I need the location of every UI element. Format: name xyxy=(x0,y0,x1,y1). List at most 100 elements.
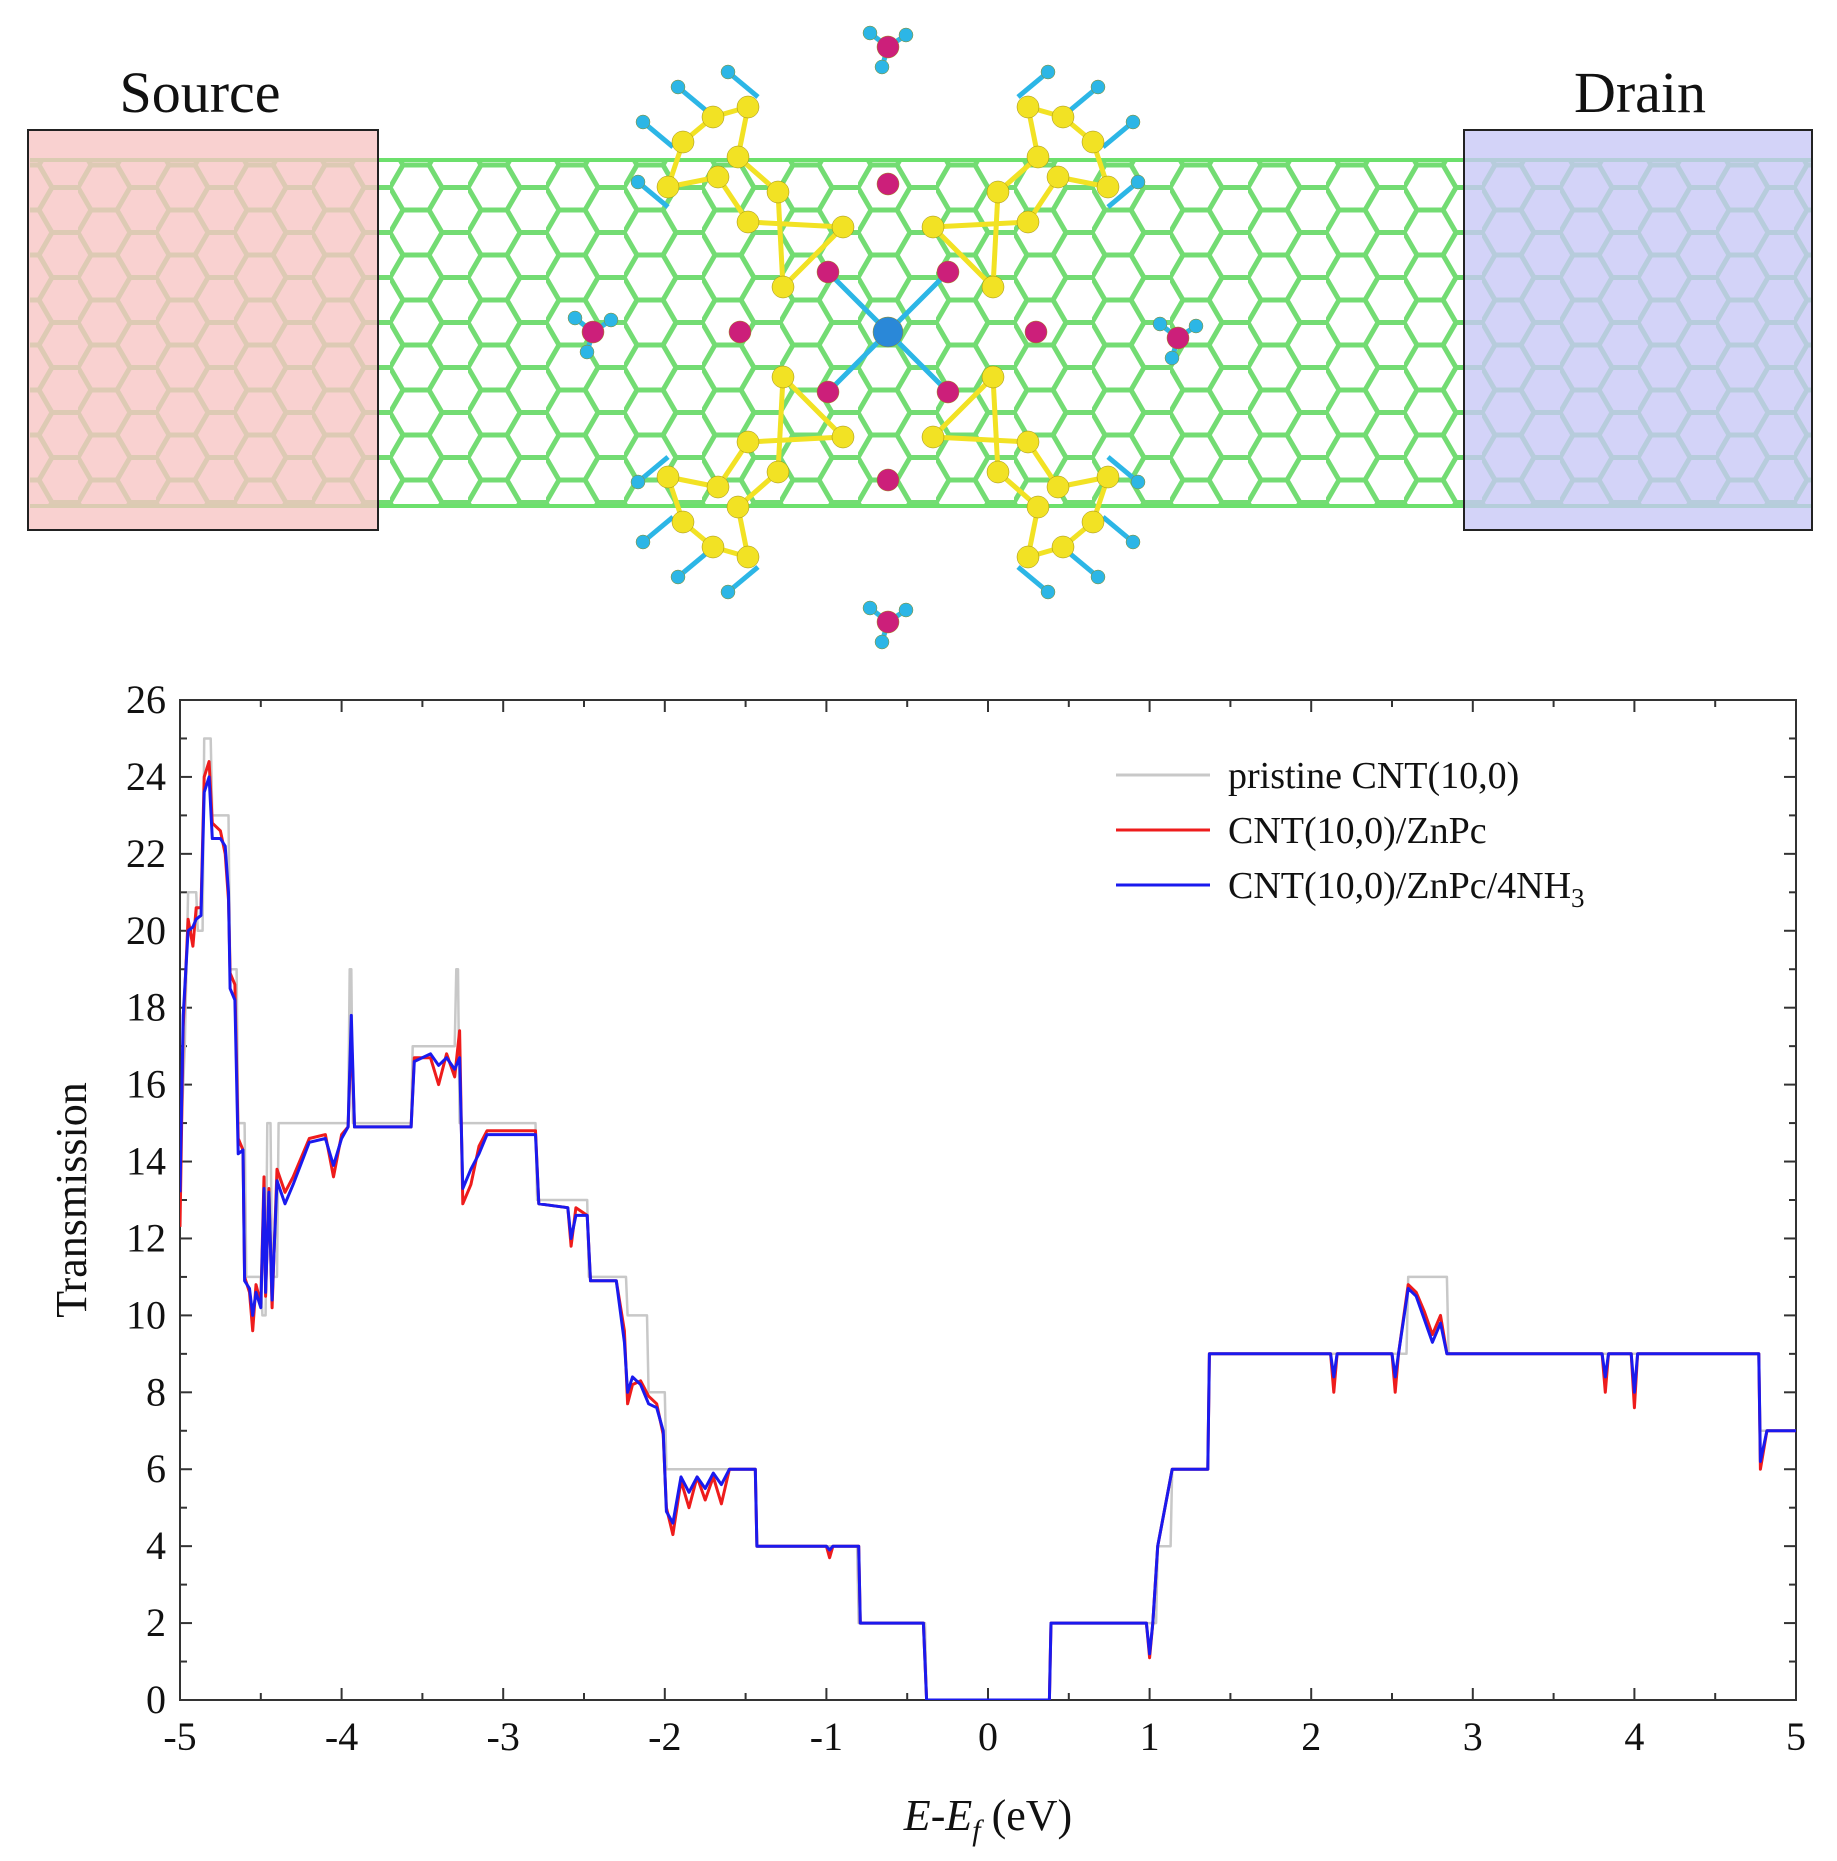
hydrogen-atom xyxy=(1130,174,1146,190)
pyrrole-nitrogen-atom xyxy=(816,380,840,404)
y-tick-label: 20 xyxy=(126,908,166,953)
bond xyxy=(932,434,1029,445)
y-tick-label: 8 xyxy=(146,1369,166,1414)
y-tick-label: 16 xyxy=(126,1062,166,1107)
zinc-atom xyxy=(872,316,904,348)
legend-label-pristine: pristine CNT(10,0) xyxy=(1228,755,1519,797)
transmission-chart: -5 -4 -3 -2 -1 0 1 2 3 4 502468101214161820222426 … xyxy=(47,677,1806,1847)
x-axis-title-e1: E xyxy=(903,1791,931,1840)
carbon-atom xyxy=(706,475,730,499)
bond xyxy=(932,219,1029,230)
hydrogen-atom xyxy=(720,64,736,80)
carbon-atom xyxy=(726,495,750,519)
carbon-atom xyxy=(766,180,790,204)
x-axis-title-dash: - xyxy=(931,1791,946,1840)
carbon-atom xyxy=(701,535,725,559)
znpc-nh3-molecule xyxy=(567,25,1204,650)
meso-nitrogen-atom xyxy=(728,320,752,344)
ammonia-hydrogen-atom xyxy=(603,312,619,328)
carbon-atom xyxy=(1051,535,1075,559)
carbon-atom xyxy=(1046,475,1070,499)
y-tick-label: 18 xyxy=(126,985,166,1030)
carbon-atom xyxy=(1096,175,1120,199)
x-axis-title: E-Ef (eV) xyxy=(903,1791,1072,1847)
carbon-atom xyxy=(986,460,1010,484)
carbon-atom xyxy=(656,175,680,199)
bond xyxy=(931,225,995,289)
hydrogen-atom xyxy=(1040,584,1056,600)
ammonia-hydrogen-atom xyxy=(567,310,583,326)
carbon-atom xyxy=(771,275,795,299)
carbon-atom xyxy=(1016,95,1040,119)
hydrogen-atom xyxy=(1130,474,1146,490)
hydrogen-atom xyxy=(670,569,686,585)
x-tick-label: 1 xyxy=(1140,1714,1160,1759)
bond xyxy=(747,219,844,230)
bond xyxy=(775,191,786,288)
x-tick-label: -2 xyxy=(648,1714,681,1759)
carbon-atom xyxy=(736,545,760,569)
bond xyxy=(781,225,845,289)
series-line-znpc-nh3 xyxy=(180,775,1796,1700)
y-tick-label: 12 xyxy=(126,1215,166,1260)
drain-electrode xyxy=(1463,129,1813,531)
carbon-atom xyxy=(1046,165,1070,189)
carbon-atom xyxy=(1081,130,1105,154)
y-tick-label: 14 xyxy=(126,1139,166,1184)
carbon-atom xyxy=(1026,145,1050,169)
hydrogen-atom xyxy=(1090,569,1106,585)
x-tick-label: -4 xyxy=(325,1714,358,1759)
ammonia-hydrogen-atom xyxy=(874,59,890,75)
carbon-atom xyxy=(1051,105,1075,129)
carbon-atom xyxy=(736,210,760,234)
ammonia-hydrogen-atom xyxy=(1188,318,1204,334)
x-axis-title-unit: (eV) xyxy=(981,1791,1073,1840)
carbon-atom xyxy=(831,215,855,239)
hydrogen-atom xyxy=(1125,114,1141,130)
carbon-atom xyxy=(1016,210,1040,234)
y-tick-label: 10 xyxy=(126,1292,166,1337)
ammonia-hydrogen-atom xyxy=(1152,316,1168,332)
drain-label: Drain xyxy=(1574,60,1706,125)
bond xyxy=(931,375,995,439)
x-tick-label: -1 xyxy=(810,1714,843,1759)
x-tick-label: 3 xyxy=(1463,1714,1483,1759)
y-axis-title: Transmission xyxy=(47,1082,96,1318)
x-tick-label: 2 xyxy=(1301,1714,1321,1759)
series-lines xyxy=(180,737,1796,1700)
pyrrole-nitrogen-atom xyxy=(816,260,840,284)
hydrogen-atom xyxy=(630,174,646,190)
y-tick-label: 22 xyxy=(126,831,166,876)
legend-label-znpc-nh3-main: CNT(10,0)/ZnPc/4NH xyxy=(1228,865,1571,907)
carbon-atom xyxy=(1081,510,1105,534)
y-tick-label: 6 xyxy=(146,1446,166,1491)
hydrogen-atom xyxy=(670,79,686,95)
legend-label-znpc-nh3-sub: 3 xyxy=(1571,883,1585,913)
device-schematic: Source Drain xyxy=(27,25,1813,650)
carbon-atom xyxy=(981,365,1005,389)
legend: pristine CNT(10,0) CNT(10,0)/ZnPc CNT(10… xyxy=(1116,755,1585,913)
carbon-atom xyxy=(1016,430,1040,454)
y-tick-label: 4 xyxy=(146,1523,166,1568)
hydrogen-atom xyxy=(720,584,736,600)
carbon-atom xyxy=(921,425,945,449)
carbon-atom xyxy=(921,215,945,239)
bond xyxy=(990,191,1001,288)
ammonia-nitrogen-atom xyxy=(876,35,900,59)
x-tick-label: -5 xyxy=(163,1714,196,1759)
carbon-atom xyxy=(986,180,1010,204)
hydrogen-atom xyxy=(1125,534,1141,550)
legend-label-znpc: CNT(10,0)/ZnPc xyxy=(1228,810,1487,852)
ammonia-hydrogen-atom xyxy=(898,27,914,43)
pyrrole-nitrogen-atom xyxy=(936,380,960,404)
ammonia-hydrogen-atom xyxy=(1164,350,1180,366)
bond xyxy=(990,376,1001,473)
hydrogen-atom xyxy=(630,474,646,490)
meso-nitrogen-atom xyxy=(876,468,900,492)
carbon-atom xyxy=(701,105,725,129)
y-tick-label: 26 xyxy=(126,677,166,722)
y-tick-label: 0 xyxy=(146,1677,166,1722)
meso-nitrogen-atom xyxy=(1024,320,1048,344)
hydrogen-atom xyxy=(635,534,651,550)
